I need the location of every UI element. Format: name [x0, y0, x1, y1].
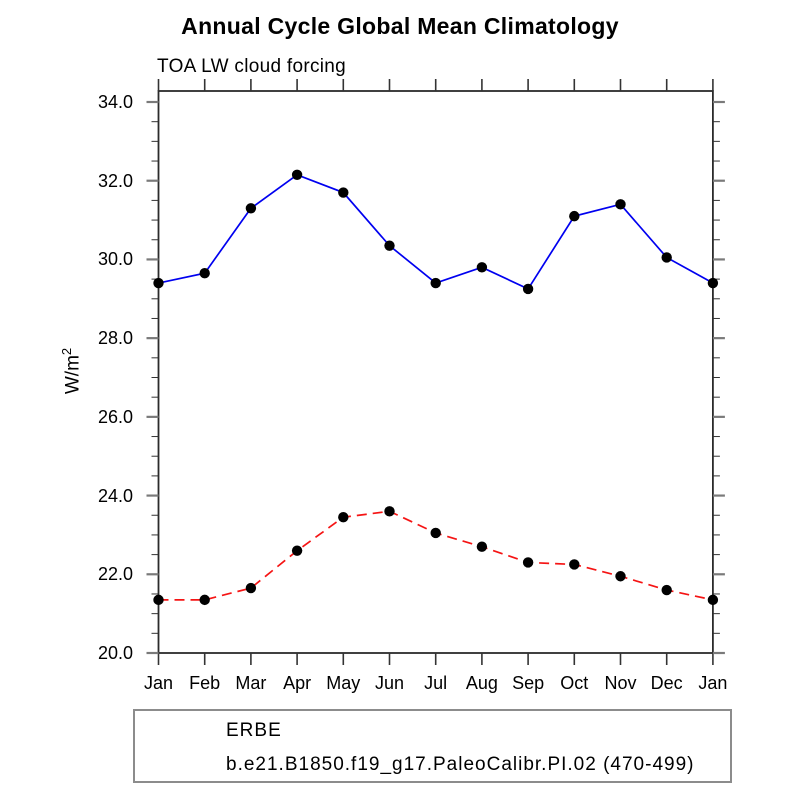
data-point-marker: [615, 199, 626, 210]
x-tick-label: May: [326, 673, 361, 693]
data-point-marker: [291, 169, 303, 181]
x-tick-label: Jan: [698, 673, 728, 693]
legend-label-model: b.e21.B1850.f19_g17.PaleoCalibr.PI.02 (4…: [226, 754, 695, 775]
y-tick-label: 30.0: [97, 249, 133, 270]
y-tick-label: 34.0: [97, 92, 133, 112]
y-tick-label: 20.0: [97, 643, 133, 663]
x-tick-label: Dec: [650, 673, 683, 693]
y-tick-label: 22.0: [97, 564, 133, 585]
x-tick-label: Apr: [283, 673, 312, 693]
data-point-marker: [522, 283, 534, 295]
data-point-marker: [153, 594, 164, 606]
x-tick-label: Jan: [143, 673, 174, 693]
y-tick-label: 28.0: [97, 328, 133, 349]
data-point-marker: [569, 559, 580, 570]
x-tick-label: Oct: [560, 673, 589, 693]
data-point-marker: [384, 506, 395, 517]
data-point-marker: [291, 545, 303, 556]
data-point-marker: [707, 277, 719, 289]
data-point-marker: [199, 268, 210, 279]
data-point-marker: [569, 210, 580, 222]
data-point-marker: [245, 582, 257, 594]
data-point-marker: [430, 527, 441, 539]
data-point-marker: [338, 512, 349, 523]
series-line-model: [158, 510, 714, 601]
x-tick-label: Mar: [235, 673, 267, 693]
plot-frame: [157, 90, 714, 654]
y-tick-label: 24.0: [97, 485, 133, 506]
data-point-marker: [661, 252, 672, 263]
data-point-marker: [476, 262, 488, 273]
data-point-marker: [615, 571, 626, 582]
x-tick-label: Nov: [604, 673, 637, 693]
x-tick-label: Jul: [424, 673, 448, 693]
data-point-marker: [153, 277, 164, 289]
x-tick-label: Aug: [465, 673, 498, 693]
data-point-marker: [245, 203, 257, 214]
y-tick-label: 26.0: [97, 406, 133, 427]
data-point-marker: [476, 541, 488, 552]
y-tick-label: 32.0: [97, 170, 133, 191]
series-line-erbe: [158, 173, 714, 291]
data-point-marker: [338, 187, 349, 198]
x-tick-label: Sep: [512, 673, 545, 693]
data-point-marker: [522, 557, 534, 568]
data-point-marker: [430, 277, 441, 289]
data-point-marker: [661, 584, 672, 596]
data-point-marker: [199, 594, 210, 606]
x-tick-label: Jun: [374, 673, 405, 693]
data-point-marker: [384, 240, 395, 251]
chart-title: Annual Cycle Global Mean Climatology: [181, 13, 619, 39]
x-tick-label: Feb: [189, 673, 221, 693]
chart-subtitle: TOA LW cloud forcing: [157, 56, 347, 77]
data-point-marker: [707, 594, 719, 606]
legend-label-erbe: ERBE: [226, 720, 282, 741]
legend: [133, 709, 732, 783]
